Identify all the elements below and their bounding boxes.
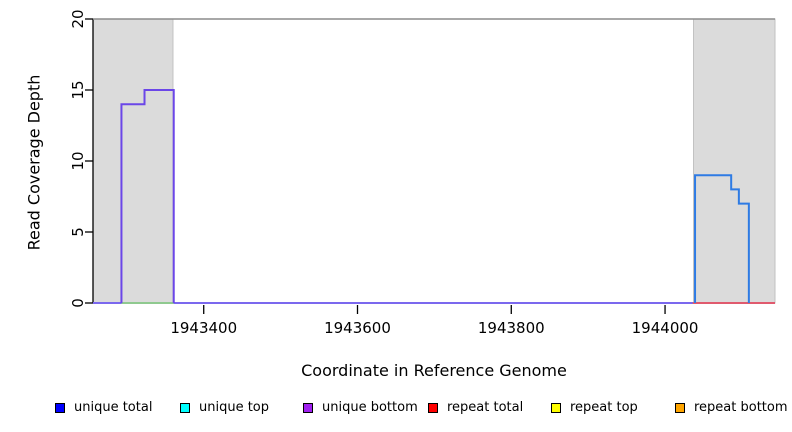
legend-label: repeat total bbox=[447, 400, 524, 415]
repeat-top-swatch-icon bbox=[551, 403, 561, 413]
series-unique-bottom-coverage-peak bbox=[120, 89, 175, 303]
legend-item-unique-total: unique total bbox=[55, 399, 152, 417]
y-axis-title: Read Coverage Depth bbox=[24, 74, 44, 251]
unique-total-swatch-icon bbox=[55, 403, 65, 413]
right-shaded-repeat-region bbox=[692, 18, 776, 304]
y-tick-label: 10 bbox=[69, 151, 87, 170]
y-tick-label: 20 bbox=[69, 9, 87, 28]
y-tick-label: 15 bbox=[69, 80, 87, 99]
legend-item-repeat-top: repeat top bbox=[551, 399, 638, 417]
x-tick-label: 1944000 bbox=[632, 319, 699, 337]
legend-item-unique-bottom: unique bottom bbox=[303, 399, 418, 417]
legend-label: unique top bbox=[199, 400, 270, 415]
legend-label: unique bottom bbox=[322, 400, 418, 415]
legend-label: repeat bottom bbox=[694, 400, 788, 415]
x-tick-label: 1943400 bbox=[170, 319, 237, 337]
unique-top-swatch-icon bbox=[180, 403, 190, 413]
repeat-total-swatch-icon bbox=[428, 403, 438, 413]
plot-canvas: 0 5 10 15 20 1943400 1943600 1943800 1944000 bbox=[69, 9, 776, 337]
y-tick-label: 0 bbox=[69, 298, 87, 308]
repeat-bottom-swatch-icon bbox=[675, 403, 685, 413]
x-tick-label: 1943600 bbox=[324, 319, 391, 337]
x-tick-label: 1943800 bbox=[478, 319, 545, 337]
y-tick-label: 5 bbox=[69, 227, 87, 237]
legend-item-repeat-total: repeat total bbox=[428, 399, 523, 417]
legend-label: unique total bbox=[74, 400, 153, 415]
legend-item-repeat-bottom: repeat bottom bbox=[675, 399, 788, 417]
series-unique-total-coverage-peak bbox=[694, 174, 750, 303]
legend-item-unique-top: unique top bbox=[180, 399, 269, 417]
x-axis-title: Coordinate in Reference Genome bbox=[301, 361, 567, 380]
left-shaded-repeat-region bbox=[92, 18, 174, 304]
unique-bottom-swatch-icon bbox=[303, 403, 313, 413]
legend-label: repeat top bbox=[570, 400, 638, 415]
legend: unique total unique top unique bottom re… bbox=[0, 399, 792, 423]
